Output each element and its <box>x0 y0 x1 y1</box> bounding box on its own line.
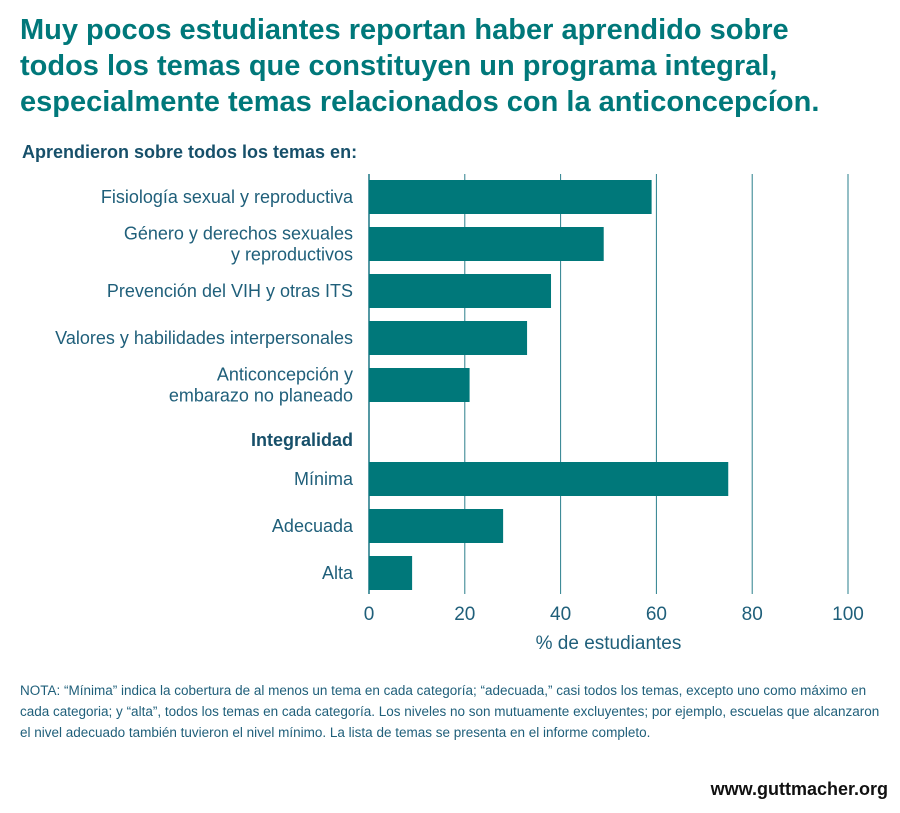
group-heading: Aprendieron sobre todos los temas en: <box>22 142 357 162</box>
bar <box>369 227 604 261</box>
x-tick-label: 80 <box>742 604 763 625</box>
bar <box>369 368 470 402</box>
bar-chart: Fisiología sexual y reproductiva Género y… <box>22 142 864 654</box>
x-tick-label: 20 <box>454 604 475 625</box>
source-url[interactable]: www.guttmacher.org <box>710 779 888 799</box>
x-tick-label: 100 <box>832 604 864 625</box>
x-tick-label: 40 <box>550 604 571 625</box>
bar <box>369 509 504 543</box>
bar <box>369 180 652 214</box>
category-label: embarazo no planeado <box>169 386 353 406</box>
group-heading: Integralidad <box>251 430 353 450</box>
category-label: Anticoncepción y <box>217 365 353 385</box>
headline-line: todos los temas que constituyen un progr… <box>20 50 778 82</box>
chart-headline: Muy pocos estudiantes reportan haber apr… <box>20 12 890 120</box>
category-label: Adecuada <box>272 516 354 536</box>
bar <box>369 462 729 496</box>
category-label: Valores y habilidades interpersonales <box>55 328 353 348</box>
category-label: Fisiología sexual y reproductiva <box>101 187 354 207</box>
footnote: NOTA: “Mínima” indica la cobertura de al… <box>20 683 880 740</box>
category-label: Alta <box>322 563 354 583</box>
category-label: Género y derechos sexuales <box>124 224 353 244</box>
x-axis-label: % de estudiantes <box>536 633 682 654</box>
category-label: Prevención del VIH y otras ITS <box>107 281 353 301</box>
x-tick-label: 60 <box>646 604 667 625</box>
headline-line: especialmente temas relacionados con la … <box>20 86 820 118</box>
bar <box>369 321 528 355</box>
category-label: y reproductivos <box>231 245 353 265</box>
bar <box>369 556 413 590</box>
x-tick-label: 0 <box>364 604 375 625</box>
bar <box>369 274 552 308</box>
category-label: Mínima <box>294 469 354 489</box>
headline-line: Muy pocos estudiantes reportan haber apr… <box>20 14 789 46</box>
